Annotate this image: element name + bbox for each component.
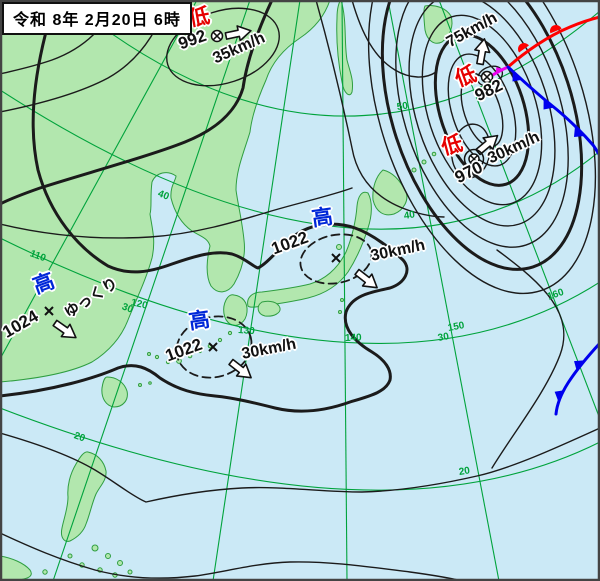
isobar-ring (421, 14, 543, 206)
philippine-island (105, 553, 111, 559)
meridian-120 (52, 0, 251, 581)
izu-island (338, 310, 342, 314)
lat-label-50: 50 (396, 100, 409, 113)
isobar-ring (367, 0, 597, 295)
nansei-island (154, 354, 160, 360)
isobar (491, 249, 565, 469)
isobar-ring (408, 0, 556, 227)
high-centre-japan (331, 253, 341, 263)
south-high-symbol: 高 (187, 308, 212, 334)
low-centre-982 (480, 70, 494, 84)
cold-front-south (554, 341, 600, 416)
parallel-50 (66, 0, 600, 117)
philippine-island (42, 569, 48, 575)
meridian-130 (212, 0, 301, 581)
taiwan-islet (138, 383, 142, 387)
lat-label-20: 20 (458, 465, 471, 478)
isobar-inner-970 (451, 123, 491, 179)
nansei-island (197, 348, 203, 354)
kurile-island (431, 151, 437, 157)
isobar-closed (166, 7, 280, 87)
cold-front (506, 65, 600, 158)
meridian-110 (0, 0, 198, 360)
parallel-20 (0, 407, 600, 491)
low-centre-992 (210, 29, 224, 43)
chart-datetime-header: 令和 8年 2月20日 6時 (2, 2, 192, 35)
isobar (0, 187, 353, 239)
isobar-thick (0, 0, 274, 206)
coastline-taiwan (101, 376, 128, 408)
lon-label-140: 140 (344, 332, 362, 344)
isobar (0, 532, 463, 581)
philippine-island (127, 569, 133, 575)
nansei-island (227, 330, 233, 336)
nansei-island (187, 353, 193, 359)
high-centre-west (44, 306, 54, 316)
nansei-island (165, 359, 171, 365)
meridian-160 (438, 0, 600, 420)
coastline-honshu (247, 191, 372, 308)
nansei-island (217, 337, 223, 343)
parallel-30 (0, 237, 600, 344)
isobar-dashed-south-high (175, 315, 253, 379)
kurile-island (411, 167, 417, 173)
taiwan-islet (148, 381, 152, 385)
isobar-ring (380, 0, 584, 271)
coastline-asia-continent (0, 0, 331, 383)
lon-label-130: 130 (237, 325, 256, 338)
izu-island (340, 298, 344, 302)
high-centre-south (208, 342, 218, 352)
warm-front (506, 15, 600, 69)
isobar (0, 427, 600, 503)
coastline-sakhalin (336, 0, 353, 96)
japan-high-symbol: 高 (310, 205, 335, 231)
philippine-island (67, 553, 73, 559)
chart-datetime-label: 令和 8年 2月20日 6時 (13, 12, 181, 29)
meridian-140 (341, 0, 348, 581)
kurile-island (421, 159, 427, 165)
isobar-ring (395, 0, 569, 248)
isobar (315, 0, 445, 218)
isobar-ring (447, 53, 517, 167)
isobar-thick-main (0, 0, 409, 413)
isobar (351, 0, 437, 78)
low-centre-970 (463, 148, 485, 170)
nansei-island (147, 352, 151, 356)
isobar-ring (433, 33, 531, 187)
parallel-40 (0, 89, 600, 230)
coastline-luzon (61, 451, 107, 542)
coastline-shikoku (257, 300, 281, 317)
lat-label-40: 40 (403, 209, 416, 222)
sado-island (336, 244, 342, 250)
philippine-island (117, 560, 123, 566)
meridian-150 (387, 0, 500, 581)
isobar-dashed-japan-high (299, 233, 373, 285)
philippine-island (91, 544, 99, 552)
pressure-centre-symbols (44, 29, 494, 352)
